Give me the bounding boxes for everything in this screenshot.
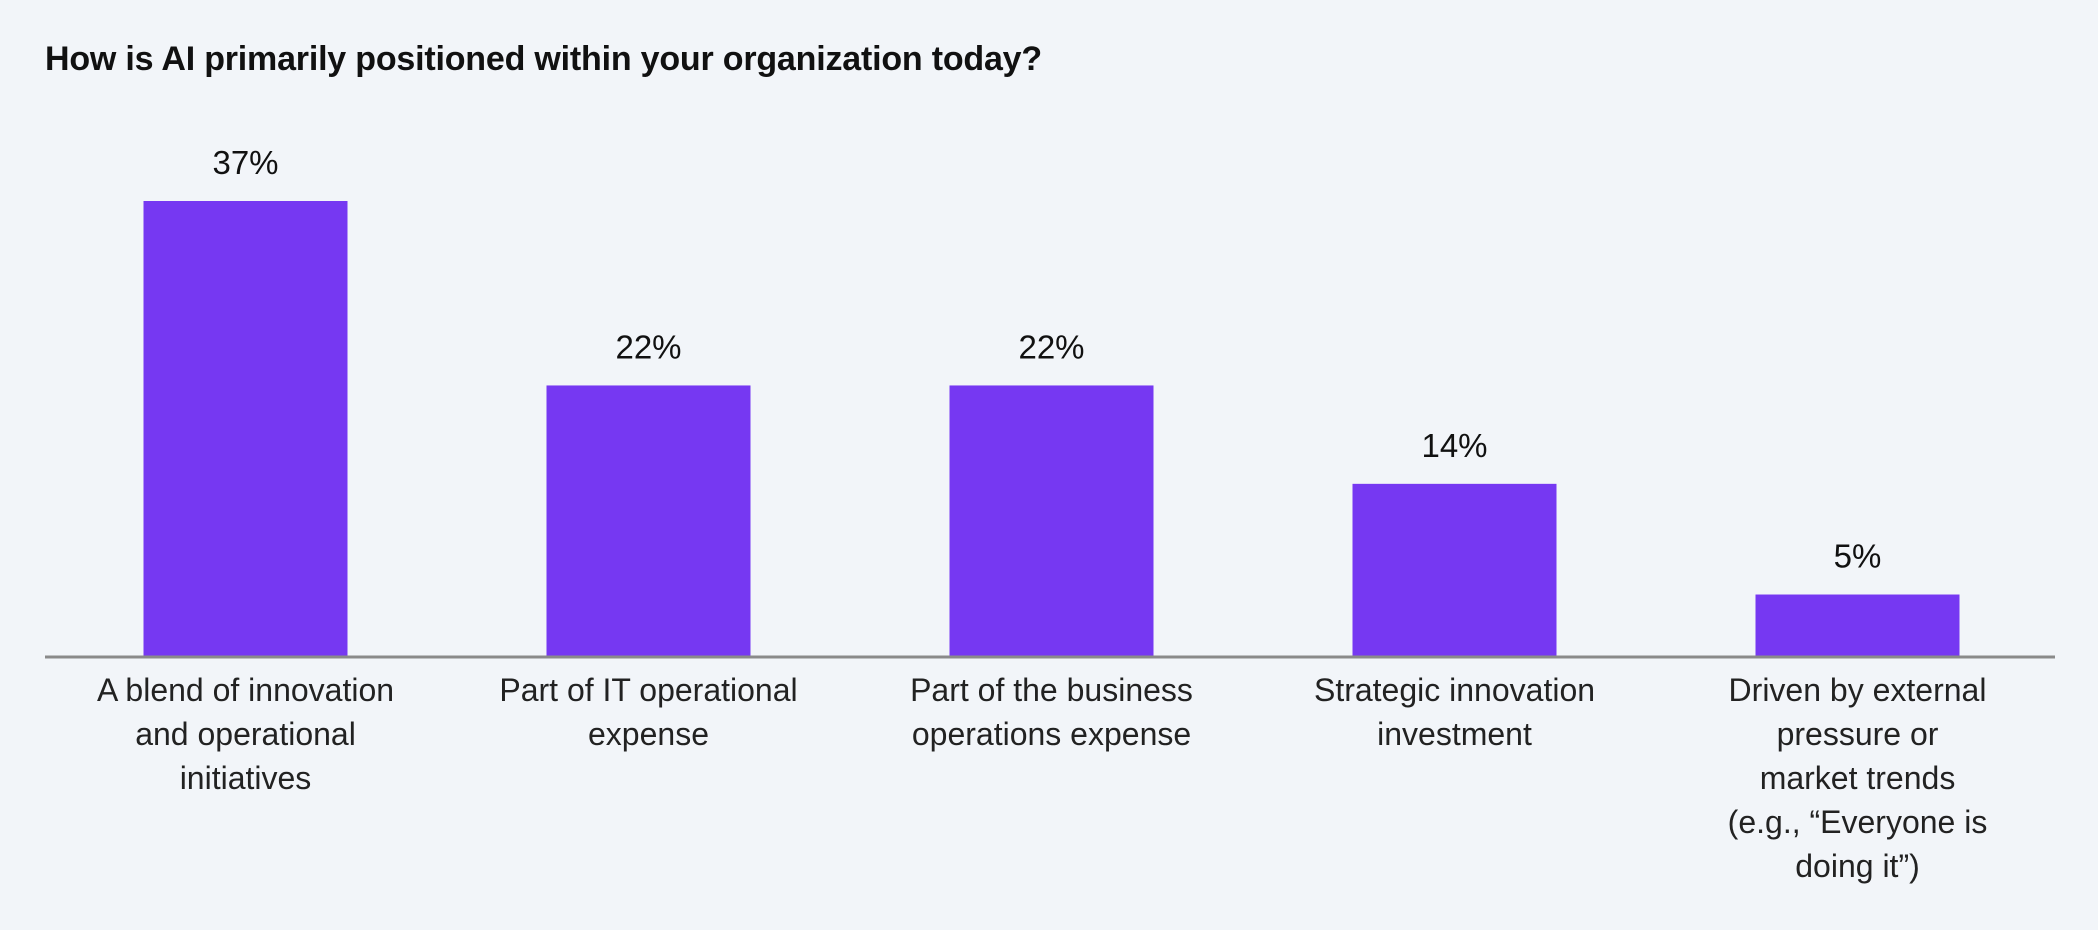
bar-3: [949, 385, 1154, 656]
x-tick-label-line: market trends: [1759, 760, 1956, 796]
x-tick-label-2: Part of IT operational expense: [479, 668, 819, 756]
x-tick-label-4: Strategic innovation investment: [1285, 668, 1625, 756]
x-tick-label-line: pressure or: [1776, 716, 1939, 752]
x-tick-label-line: expense: [588, 716, 709, 752]
x-tick-label-line: A blend of innovation: [96, 672, 395, 708]
bar-4: [1352, 483, 1557, 656]
x-tick-label-5: Driven by external pressure or market tren…: [1688, 668, 2028, 888]
x-tick-label-line: Part of IT operational: [499, 672, 798, 708]
x-tick-label-line: Strategic innovation: [1313, 672, 1596, 708]
x-tick-label-line: initiatives: [179, 760, 312, 796]
x-tick-label-line: (e.g., “Everyone is: [1727, 804, 1988, 840]
data-label-3: 22%: [1018, 328, 1084, 365]
data-label-5: 5%: [1834, 538, 1882, 575]
x-tick-label-line: Part of the business: [910, 672, 1193, 708]
x-tick-label-line: and operational: [135, 716, 356, 752]
x-tick-label-line: doing it”): [1795, 848, 1920, 884]
x-tick-label-line: Driven by external: [1728, 672, 1987, 708]
data-label-4: 14%: [1421, 427, 1487, 464]
bar-1: [143, 201, 348, 656]
chart-title: How is AI primarily positioned within yo…: [45, 40, 1042, 78]
x-tick-label-line: investment: [1377, 716, 1532, 752]
bar-2: [546, 385, 751, 656]
bar-5: [1755, 594, 1960, 656]
x-tick-label-line: operations expense: [911, 716, 1192, 752]
data-label-2: 22%: [615, 328, 681, 365]
x-tick-label-1: A blend of innovation and operational init…: [76, 668, 416, 800]
x-tick-label-3: Part of the business operations expense: [882, 668, 1222, 756]
data-label-1: 37%: [212, 144, 278, 181]
